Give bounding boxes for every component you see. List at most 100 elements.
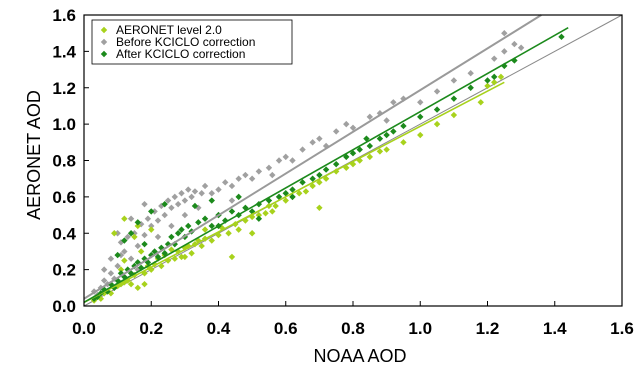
point-aeronet-level-2-0-6 [117,266,125,273]
point-before-kciclo-correction-34 [208,190,215,197]
y-tick-labels: 0.0 0.2 0.4 0.6 0.8 1.0 1.2 1.4 1.6 [52,6,76,316]
point-after-kciclo-correction-60 [467,84,474,91]
point-after-kciclo-correction-59 [450,95,458,102]
legend-label-aeronet-level-2-0: AERONET level 2.0 [116,23,222,37]
point-before-kciclo-correction-27 [178,190,185,197]
point-after-kciclo-correction-65 [558,33,565,41]
point-aeronet-level-2-0-11 [127,280,135,288]
point-before-kciclo-correction-13 [131,230,138,237]
point-before-kciclo-correction-8 [117,251,125,259]
point-after-kciclo-correction-66 [148,208,155,215]
point-before-kciclo-correction-23 [164,197,172,204]
x-tick-label-5: 1.0 [408,319,432,338]
point-after-kciclo-correction-41 [275,193,283,201]
point-aeronet-level-2-0-58 [356,157,363,164]
point-before-kciclo-correction-66 [501,29,508,37]
point-aeronet-level-2-0-45 [262,210,269,217]
point-after-kciclo-correction-30 [195,219,202,226]
x-axis-label: NOAA AOD [313,346,406,366]
point-after-kciclo-correction-63 [501,62,508,70]
point-after-kciclo-correction-77 [141,240,148,248]
x-tick-label-1: 0.2 [139,319,163,338]
point-aeronet-level-2-0-74 [111,230,118,237]
point-aeronet-level-2-0-26 [171,255,178,262]
point-aeronet-level-2-0-44 [255,211,263,219]
point-aeronet-level-2-0-67 [484,82,491,90]
point-aeronet-level-2-0-41 [235,226,242,233]
legend-marker-before-kciclo-correction [100,38,108,46]
x-tick-label-0: 0.0 [72,319,96,338]
point-before-kciclo-correction-35 [215,186,222,193]
point-aeronet-level-2-0-65 [450,111,458,119]
y-tick-label-1: 0.2 [52,261,76,280]
point-aeronet-level-2-0-71 [228,253,236,261]
point-after-kciclo-correction-42 [282,190,289,197]
point-before-kciclo-correction-67 [114,230,121,237]
point-after-kciclo-correction-57 [417,113,424,121]
point-aeronet-level-2-0-8 [121,257,128,264]
point-aeronet-level-2-0-73 [134,222,141,230]
point-after-kciclo-correction-44 [299,179,306,186]
point-before-kciclo-correction-61 [467,70,474,77]
y-tick-label-4: 0.8 [52,152,76,171]
x-tick-label-3: 0.6 [274,319,298,338]
point-after-kciclo-correction-51 [356,146,363,153]
point-before-kciclo-correction-57 [400,95,407,102]
point-after-kciclo-correction-68 [161,200,168,208]
x-tick-label-6: 1.2 [476,319,500,338]
point-before-kciclo-correction-5 [107,270,115,277]
point-aeronet-level-2-0-59 [366,153,374,161]
fit-line-aeronet-level-2-0 [83,81,505,304]
point-after-kciclo-correction-19 [154,253,162,261]
point-before-kciclo-correction-62 [491,55,498,62]
x-tick-label-7: 1.4 [543,319,567,338]
point-aeronet-level-2-0-37 [215,231,222,239]
point-before-kciclo-correction-56 [390,99,397,106]
point-before-kciclo-correction-64 [511,40,518,48]
y-tick-label-0: 0.0 [52,297,76,316]
point-before-kciclo-correction-9 [117,239,125,246]
y-tick-label-5: 1.0 [52,115,76,134]
point-after-kciclo-correction-46 [316,171,323,179]
point-aeronet-level-2-0-34 [198,242,205,250]
fit-line-before-kciclo-correction [83,14,542,300]
point-after-kciclo-correction-73 [235,193,242,201]
point-aeronet-level-2-0-19 [148,226,155,233]
point-after-kciclo-correction-64 [511,57,518,64]
point-after-kciclo-correction-79 [363,135,370,142]
point-before-kciclo-correction-48 [316,135,323,142]
point-before-kciclo-correction-38 [235,175,242,182]
point-before-kciclo-correction-31 [191,188,199,195]
point-before-kciclo-correction-69 [141,200,148,208]
point-aeronet-level-2-0-24 [164,257,172,264]
point-before-kciclo-correction-30 [188,193,195,201]
x-tick-label-4: 0.8 [341,319,365,338]
point-after-kciclo-correction-25 [174,230,182,237]
point-after-kciclo-correction-45 [309,175,316,182]
point-before-kciclo-correction-17 [144,215,152,222]
x-tick-labels: 0.0 0.2 0.4 0.6 0.8 1.0 1.2 1.4 1.6 [72,319,634,338]
point-aeronet-level-2-0-47 [272,202,279,210]
point-before-kciclo-correction-53 [366,113,374,121]
point-aeronet-level-2-0-18 [148,266,155,273]
point-before-kciclo-correction-68 [127,215,135,222]
point-aeronet-level-2-0-68 [491,79,498,86]
point-before-kciclo-correction-15 [137,220,145,228]
point-after-kciclo-correction-56 [400,122,407,130]
point-after-kciclo-correction-71 [121,237,128,244]
point-before-kciclo-correction-77 [107,255,115,262]
point-after-kciclo-correction-53 [376,135,384,142]
point-after-kciclo-correction-70 [191,202,199,210]
x-tick-label-8: 1.6 [610,319,634,338]
point-after-kciclo-correction-43 [289,186,296,193]
point-after-kciclo-correction-72 [208,197,215,204]
point-aeronet-level-2-0-66 [477,99,484,106]
point-aeronet-level-2-0-14 [134,284,141,292]
point-before-kciclo-correction-11 [124,233,131,241]
point-before-kciclo-correction-47 [309,139,316,146]
point-before-kciclo-correction-18 [148,222,155,230]
point-before-kciclo-correction-55 [383,117,390,124]
point-aeronet-level-2-0-72 [121,215,128,222]
point-aeronet-level-2-0-61 [383,146,390,153]
